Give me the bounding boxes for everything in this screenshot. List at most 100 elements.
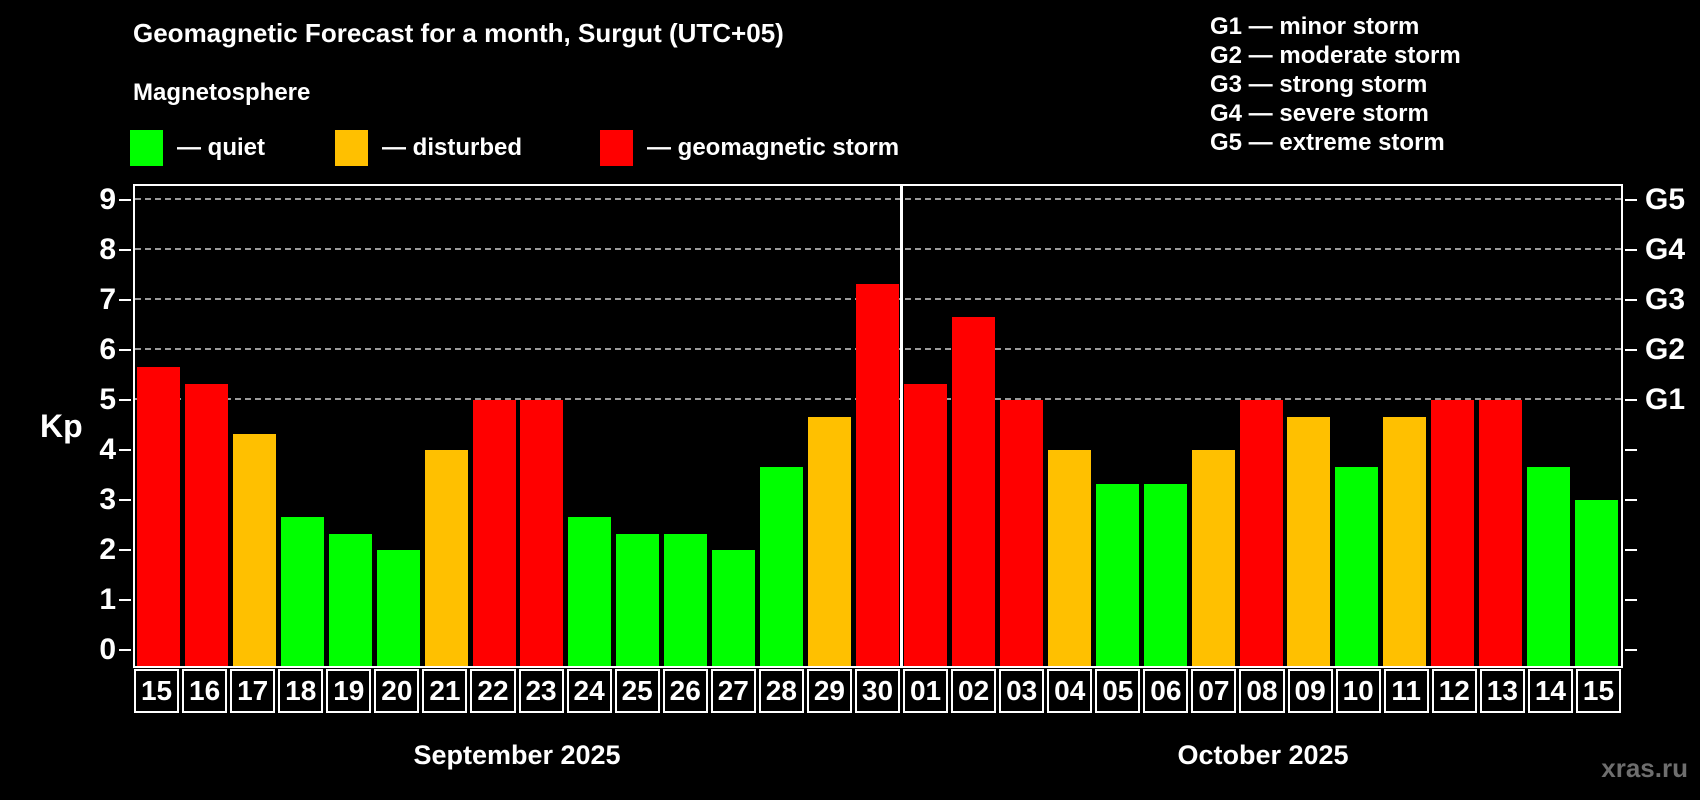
- right-tick-5: [1625, 399, 1637, 401]
- left-tick-4: [119, 449, 131, 451]
- date-cell-oct-06: 06: [1143, 669, 1189, 713]
- month-separator-line: [900, 186, 904, 666]
- date-cell-oct-10: 10: [1335, 669, 1381, 713]
- kp-bar-day-13: [1479, 400, 1523, 666]
- left-tick-1: [119, 599, 131, 601]
- kp-bar-day-21: [424, 450, 468, 666]
- kp-bar-day-24: [568, 516, 612, 666]
- kp-bar-day-30: [856, 283, 900, 666]
- left-tick-2: [119, 549, 131, 551]
- right-tick-8: [1625, 249, 1637, 251]
- right-tick-6: [1625, 349, 1637, 351]
- date-cell-sep-15: 15: [134, 669, 180, 713]
- right-axis-label-g1: G1: [1645, 383, 1686, 416]
- right-tick-9: [1625, 199, 1637, 201]
- left-tick-7: [119, 299, 131, 301]
- date-axis-row: 15 16 17 18 19 20 21 22 23 24 25 26 27 28 29 30 01 02 03 04…: [133, 669, 1623, 715]
- month-label-september: September 2025: [413, 740, 621, 770]
- date-cell-sep-16: 16: [182, 669, 228, 713]
- kp-bar-day-09: [1287, 416, 1331, 666]
- right-axis-label-g2: G2: [1645, 333, 1686, 366]
- left-tick-6: [119, 349, 131, 351]
- right-tick-1: [1625, 599, 1637, 601]
- month-label-october: October 2025: [1177, 740, 1349, 770]
- color-legend: — quiet — disturbed — geomagnetic storm: [130, 130, 1080, 170]
- right-tick-7: [1625, 299, 1637, 301]
- date-cell-oct-01: 01: [903, 669, 949, 713]
- date-cell-oct-05: 05: [1095, 669, 1141, 713]
- right-axis-label-g4: G4: [1645, 233, 1686, 266]
- kp-bar-day-15: [1575, 500, 1619, 666]
- kp-bar-day-12: [1431, 400, 1475, 666]
- date-cell-oct-13: 13: [1479, 669, 1525, 713]
- g-legend-line-g5: G5 — extreme storm: [1210, 129, 1445, 156]
- kp-bar-day-06: [1143, 483, 1187, 666]
- y-axis-label-7: 7: [99, 283, 116, 316]
- y-axis-title-kp: Kp: [40, 408, 83, 444]
- kp-bar-day-28: [760, 466, 804, 666]
- date-cell-oct-09: 09: [1287, 669, 1333, 713]
- date-cell-oct-15: 15: [1575, 669, 1621, 713]
- date-cell-sep-19: 19: [326, 669, 372, 713]
- left-tick-9: [119, 199, 131, 201]
- page-title: Geomagnetic Forecast for a month, Surgut…: [133, 18, 784, 48]
- legend-item-storm: — geomagnetic storm: [600, 130, 899, 166]
- g-scale-legend: G1 — minor storm G2 — moderate storm G3 …: [1210, 12, 1461, 157]
- watermark-xras: xras.ru: [1601, 753, 1688, 783]
- kp-bar-day-25: [616, 533, 660, 666]
- g-legend-line-g2: G2 — moderate storm: [1210, 42, 1461, 69]
- date-cell-oct-03: 03: [999, 669, 1045, 713]
- date-cell-oct-02: 02: [951, 669, 997, 713]
- kp-bar-day-26: [664, 533, 708, 666]
- y-axis-label-4: 4: [99, 433, 116, 466]
- right-axis-label-g5: G5: [1645, 183, 1686, 216]
- date-cell-oct-11: 11: [1383, 669, 1429, 713]
- g-legend-line-g4: G4 — severe storm: [1210, 100, 1429, 127]
- date-cell-sep-24: 24: [566, 669, 612, 713]
- legend-label-storm: — geomagnetic storm: [647, 134, 900, 161]
- y-axis-label-1: 1: [99, 583, 116, 616]
- plot-area: [133, 184, 1623, 668]
- date-cell-sep-29: 29: [806, 669, 852, 713]
- date-cell-sep-26: 26: [662, 669, 708, 713]
- right-tick-0: [1625, 649, 1637, 651]
- left-tick-3: [119, 499, 131, 501]
- kp-bar-day-07: [1191, 450, 1235, 666]
- right-axis-label-g3: G3: [1645, 283, 1686, 316]
- legend-item-quiet: — quiet: [130, 130, 265, 166]
- disturbed-color-swatch: [335, 130, 368, 166]
- y-axis-label-9: 9: [99, 183, 116, 216]
- date-cell-oct-14: 14: [1527, 669, 1573, 713]
- legend-label-quiet: — quiet: [177, 134, 265, 161]
- legend-item-disturbed: — disturbed: [335, 130, 522, 166]
- kp-bar-day-10: [1335, 466, 1379, 666]
- kp-bar-day-27: [712, 550, 756, 666]
- date-cell-sep-20: 20: [374, 669, 420, 713]
- kp-bar-day-02: [951, 316, 995, 666]
- y-axis-label-0: 0: [99, 633, 116, 666]
- date-cell-sep-21: 21: [422, 669, 468, 713]
- date-cell-sep-23: 23: [518, 669, 564, 713]
- kp-bar-day-11: [1383, 416, 1427, 666]
- date-cell-oct-08: 08: [1239, 669, 1285, 713]
- right-tick-3: [1625, 499, 1637, 501]
- date-cell-sep-18: 18: [278, 669, 324, 713]
- date-cell-sep-17: 17: [230, 669, 276, 713]
- kp-bar-day-03: [999, 400, 1043, 666]
- kp-bar-day-19: [328, 533, 372, 666]
- legend-label-disturbed: — disturbed: [382, 134, 523, 161]
- y-axis-label-2: 2: [99, 533, 116, 566]
- left-tick-5: [119, 399, 131, 401]
- kp-bar-day-04: [1047, 450, 1091, 666]
- gridline-kp9: [135, 198, 1621, 200]
- kp-bar-day-01: [903, 383, 947, 666]
- kp-bar-day-17: [232, 433, 276, 666]
- g-legend-line-g1: G1 — minor storm: [1210, 13, 1420, 40]
- storm-color-swatch: [600, 130, 633, 166]
- date-cell-sep-30: 30: [854, 669, 901, 713]
- y-axis-label-6: 6: [99, 333, 116, 366]
- date-cell-sep-27: 27: [710, 669, 756, 713]
- subtitle-magnetosphere: Magnetosphere: [133, 79, 311, 106]
- kp-bar-day-08: [1239, 400, 1283, 666]
